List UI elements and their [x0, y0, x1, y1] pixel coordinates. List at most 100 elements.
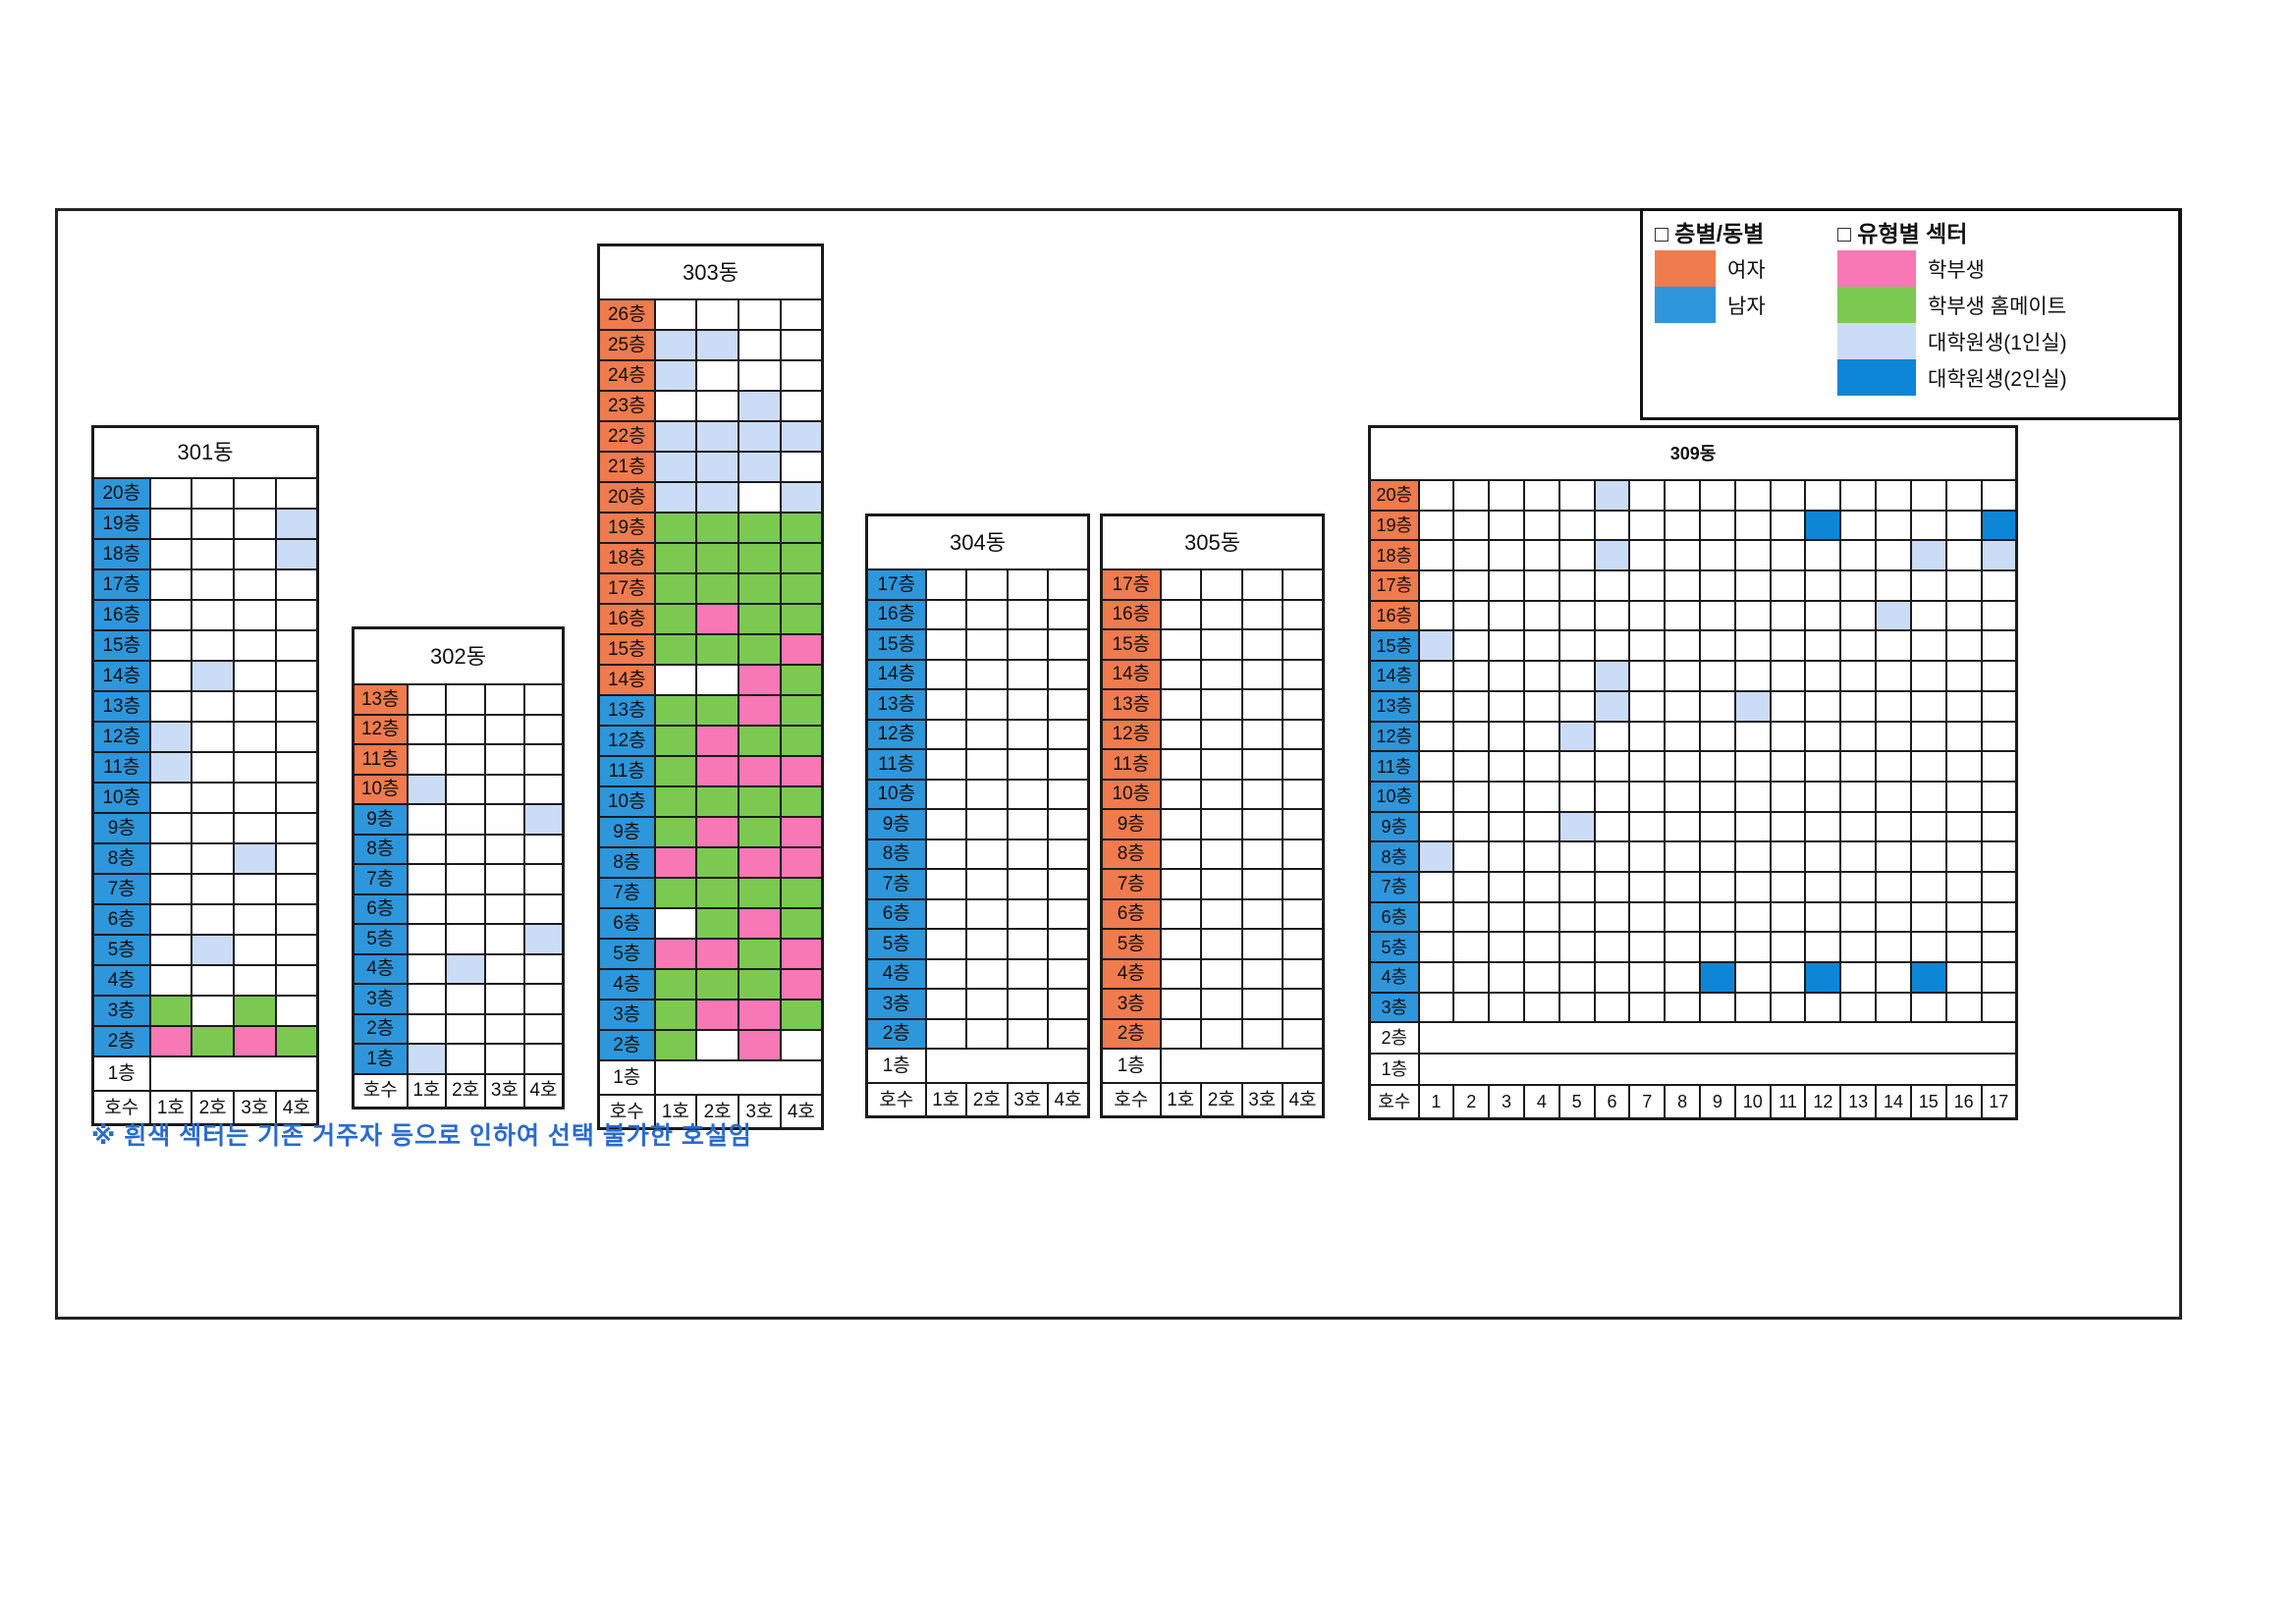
room-cell — [191, 842, 235, 875]
room-cell — [484, 683, 525, 716]
room-cell — [484, 983, 525, 1015]
room-cell — [1452, 689, 1491, 723]
room-cell — [1159, 628, 1202, 661]
room-cell — [1159, 957, 1202, 990]
room-cell — [1699, 689, 1736, 723]
room-number: 3호 — [1240, 1082, 1284, 1118]
room-cell — [233, 721, 277, 753]
floor-row: 11층 — [1368, 750, 2018, 783]
building-title: 301동 — [91, 425, 319, 479]
floor-label: 12층 — [597, 725, 656, 757]
room-cell — [965, 568, 1009, 601]
room-cell — [779, 938, 824, 970]
room-cell — [1733, 991, 1772, 1024]
floor-row: 3층 — [865, 988, 1090, 1020]
room-cell — [653, 968, 698, 1001]
room-number: 3 — [1488, 1084, 1525, 1120]
room-cell — [274, 812, 319, 844]
room-cell — [924, 988, 967, 1020]
room-cell — [653, 785, 698, 818]
room-cell — [1240, 628, 1284, 661]
merged-room-row — [1159, 1048, 1325, 1084]
room-cell — [1558, 660, 1596, 692]
floor-label: 13층 — [865, 688, 927, 721]
room-cell — [1488, 720, 1525, 753]
floor-row: 3층 — [1368, 991, 2018, 1024]
room-cell — [1769, 870, 1807, 903]
floor-row: 4층 — [1368, 961, 2018, 994]
room-cell — [1980, 629, 2018, 663]
room-cell — [1488, 479, 1525, 512]
room-cell — [1769, 660, 1807, 692]
room-cell — [1664, 900, 1701, 934]
room-cell — [148, 751, 193, 784]
room-cell — [1944, 720, 1983, 753]
room-cell — [1944, 539, 1983, 572]
room-cell — [274, 1025, 319, 1057]
room-cell — [695, 846, 739, 879]
room-cell — [1417, 629, 1455, 663]
dorm-selection-sheet: □ 층별/동별 여자 남자 □ 유형별 섹터 학부생 학부생 홈메이트 대학원생(1인실) 대… — [55, 208, 2182, 1320]
room-cell — [965, 778, 1009, 810]
floor-row: 4층 — [1100, 957, 1325, 990]
floor-label: 8층 — [597, 846, 656, 879]
room-cell — [1664, 720, 1701, 753]
room-cell — [1593, 720, 1631, 753]
room-cell — [924, 748, 967, 781]
room-cell — [1159, 897, 1202, 930]
room-cell — [1733, 900, 1772, 934]
floor-label: 18층 — [1368, 539, 1420, 572]
floor-label: 10층 — [865, 778, 927, 810]
room-header-row: 호수 1 2 3 4 5 6 7 8 9 10 11 12 13 14 15 16 17 — [1368, 1084, 2018, 1120]
room-cell — [148, 660, 193, 692]
room-cell — [1980, 870, 2018, 903]
floor-label: 18층 — [597, 542, 656, 574]
room-cell — [965, 838, 1009, 870]
room-cell — [653, 542, 698, 574]
room-cell — [1240, 748, 1284, 781]
room-cell — [1909, 840, 1947, 873]
room-number: 11 — [1769, 1084, 1807, 1120]
room-cell — [1664, 539, 1701, 572]
floor-row: 12층 — [865, 718, 1090, 750]
room-cell — [1159, 838, 1202, 870]
room-cell — [653, 694, 698, 727]
floor-label: 3층 — [865, 988, 927, 1020]
legend-label: 대학원생(1인실) — [1928, 331, 2067, 354]
room-cell — [1628, 780, 1667, 813]
room-cell — [1699, 599, 1736, 632]
room-cell — [1593, 900, 1631, 934]
room-cell — [695, 298, 739, 331]
room-cell — [653, 664, 698, 696]
floor-row: 14층 — [865, 658, 1090, 690]
room-number: 15 — [1909, 1084, 1947, 1120]
room-number: 4호 — [1282, 1082, 1325, 1118]
room-cell — [779, 785, 824, 818]
room-cell — [522, 893, 565, 925]
floor-row: 16층 — [597, 603, 824, 635]
room-cell — [1909, 961, 1947, 994]
room-cell — [779, 481, 824, 514]
floor-label: 16층 — [865, 598, 927, 630]
legend-group-title: □ 유형별 섹터 — [1837, 221, 1968, 246]
room-cell — [653, 572, 698, 605]
room-cell — [1452, 900, 1491, 934]
room-cell — [1944, 509, 1983, 542]
room-cell — [1522, 479, 1560, 512]
room-cell — [1699, 479, 1736, 512]
room-cell — [1522, 599, 1560, 632]
room-cell — [738, 694, 782, 727]
room-cell — [1733, 810, 1772, 843]
room-cell — [1944, 689, 1983, 723]
room-cell — [1909, 629, 1947, 663]
room-cell — [779, 999, 824, 1031]
room-cell — [779, 877, 824, 909]
room-cell — [1664, 931, 1701, 963]
room-number: 4호 — [274, 1090, 319, 1126]
room-cell — [1769, 689, 1807, 723]
room-cell — [965, 928, 1009, 960]
room-cell — [445, 683, 486, 716]
room-cell — [1282, 868, 1325, 900]
room-cell — [274, 995, 319, 1027]
room-cell — [1664, 689, 1701, 723]
